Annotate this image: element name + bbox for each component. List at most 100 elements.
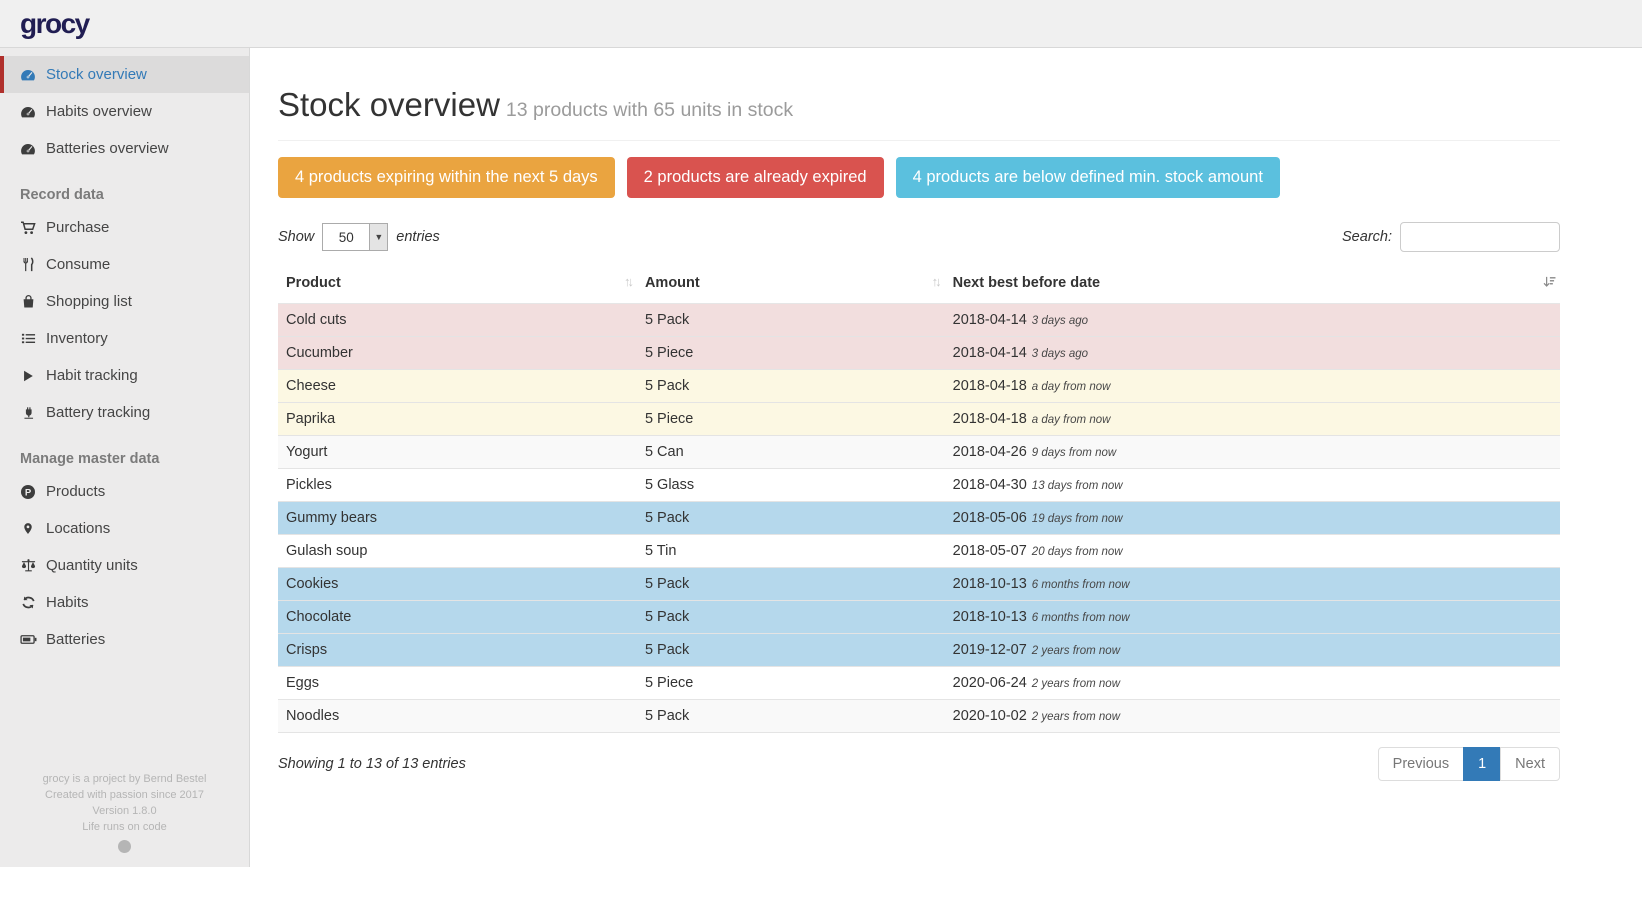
cell-product: Eggs (278, 667, 637, 700)
svg-text:P: P (25, 487, 32, 498)
table-footer: Showing 1 to 13 of 13 entries Previous 1… (278, 747, 1560, 781)
search-input[interactable] (1400, 222, 1560, 252)
sidebar-item-habits[interactable]: Habits (0, 584, 249, 621)
relative-time: 6 months from now (1032, 579, 1130, 591)
sidebar-about: grocy is a project by Bernd Bestel Creat… (0, 772, 249, 859)
sidebar-section-record-data: Record data (0, 167, 249, 209)
entries-label: entries (396, 229, 440, 245)
sidebar-item-label: Stock overview (46, 66, 147, 83)
sidebar-item-batteries[interactable]: Batteries (0, 621, 249, 658)
sidebar-item-stock-overview[interactable]: Stock overview (0, 56, 249, 93)
column-header-amount[interactable]: Amount ↑↓ (637, 265, 945, 304)
cell-amount: 5 Pack (637, 568, 945, 601)
gauge-icon (19, 104, 37, 120)
sidebar-section-master-data: Manage master data (0, 431, 249, 473)
cell-amount: 5 Piece (637, 337, 945, 370)
sidebar-item-batteries-overview[interactable]: Batteries overview (0, 130, 249, 167)
sidebar-item-habit-tracking[interactable]: Habit tracking (0, 357, 249, 394)
column-header-next-best-before-date[interactable]: Next best before date (945, 265, 1560, 304)
sidebar-item-habits-overview[interactable]: Habits overview (0, 93, 249, 130)
previous-page-button[interactable]: Previous (1378, 747, 1464, 781)
best-before-date: 2018-10-13 (953, 576, 1027, 592)
column-header-product[interactable]: Product ↑↓ (278, 265, 637, 304)
page-1-button[interactable]: 1 (1463, 747, 1501, 781)
best-before-date: 2020-10-02 (953, 708, 1027, 724)
cell-product: Chocolate (278, 601, 637, 634)
sidebar-item-label: Batteries (46, 631, 105, 648)
cell-amount: 5 Pack (637, 601, 945, 634)
column-label: Next best before date (953, 275, 1100, 291)
sidebar-item-label: Inventory (46, 330, 108, 347)
cell-product: Cold cuts (278, 304, 637, 337)
page-length-select[interactable]: 50 ▼ (322, 223, 388, 251)
expired-products-button[interactable]: 2 products are already expired (627, 157, 884, 198)
sidebar-item-inventory[interactable]: Inventory (0, 320, 249, 357)
sidebar-item-quantity-units[interactable]: Quantity units (0, 547, 249, 584)
chevron-down-icon: ▼ (369, 224, 387, 250)
show-label: Show (278, 229, 314, 245)
sidebar-item-purchase[interactable]: Purchase (0, 209, 249, 246)
sidebar-item-label: Shopping list (46, 293, 132, 310)
cell-product: Cheese (278, 370, 637, 403)
balance-scale-icon (19, 558, 37, 574)
sidebar-item-products[interactable]: P Products (0, 473, 249, 510)
page-length-control: Show 50 ▼ entries (278, 223, 440, 251)
best-before-date: 2018-10-13 (953, 609, 1027, 625)
github-icon[interactable] (118, 840, 131, 853)
relative-time: 19 days from now (1032, 513, 1123, 525)
sidebar-item-consume[interactable]: Consume (0, 246, 249, 283)
sort-icon: ↑↓ (624, 274, 631, 289)
title-divider (278, 140, 1560, 141)
about-line: grocy is a project by Bernd Bestel (0, 772, 249, 788)
best-before-date: 2018-04-18 (953, 378, 1027, 394)
product-circle-icon: P (19, 484, 37, 500)
cell-product: Pickles (278, 469, 637, 502)
about-line: Version 1.8.0 (0, 804, 249, 820)
relative-time: 20 days from now (1032, 546, 1123, 558)
sidebar-item-label: Habit tracking (46, 367, 138, 384)
best-before-date: 2018-05-06 (953, 510, 1027, 526)
sidebar-item-label: Consume (46, 256, 110, 273)
relative-time: 13 days from now (1032, 480, 1123, 492)
relative-time: a day from now (1032, 414, 1111, 426)
cell-amount: 5 Pack (637, 700, 945, 733)
cell-product: Gummy bears (278, 502, 637, 535)
cell-product: Cookies (278, 568, 637, 601)
sidebar-item-locations[interactable]: Locations (0, 510, 249, 547)
sidebar-item-shopping-list[interactable]: Shopping list (0, 283, 249, 320)
grocy-logo[interactable]: grocy (20, 8, 89, 40)
best-before-date: 2020-06-24 (953, 675, 1027, 691)
cell-product: Noodles (278, 700, 637, 733)
top-bar: grocy (0, 0, 1642, 48)
cell-amount: 5 Can (637, 436, 945, 469)
cell-product: Cucumber (278, 337, 637, 370)
next-page-button[interactable]: Next (1500, 747, 1560, 781)
gauge-icon (19, 141, 37, 157)
sidebar: Stock overview Habits overview Batteries… (0, 48, 250, 867)
expiring-products-button[interactable]: 4 products expiring within the next 5 da… (278, 157, 615, 198)
cell-amount: 5 Piece (637, 403, 945, 436)
below-min-stock-button[interactable]: 4 products are below defined min. stock … (896, 157, 1280, 198)
table-row[interactable]: Cookies 5 Pack 2018-10-13 6 months from n… (278, 568, 1560, 601)
sidebar-item-battery-tracking[interactable]: Battery tracking (0, 394, 249, 431)
sidebar-item-label: Quantity units (46, 557, 138, 574)
relative-time: 2 years from now (1032, 645, 1120, 657)
